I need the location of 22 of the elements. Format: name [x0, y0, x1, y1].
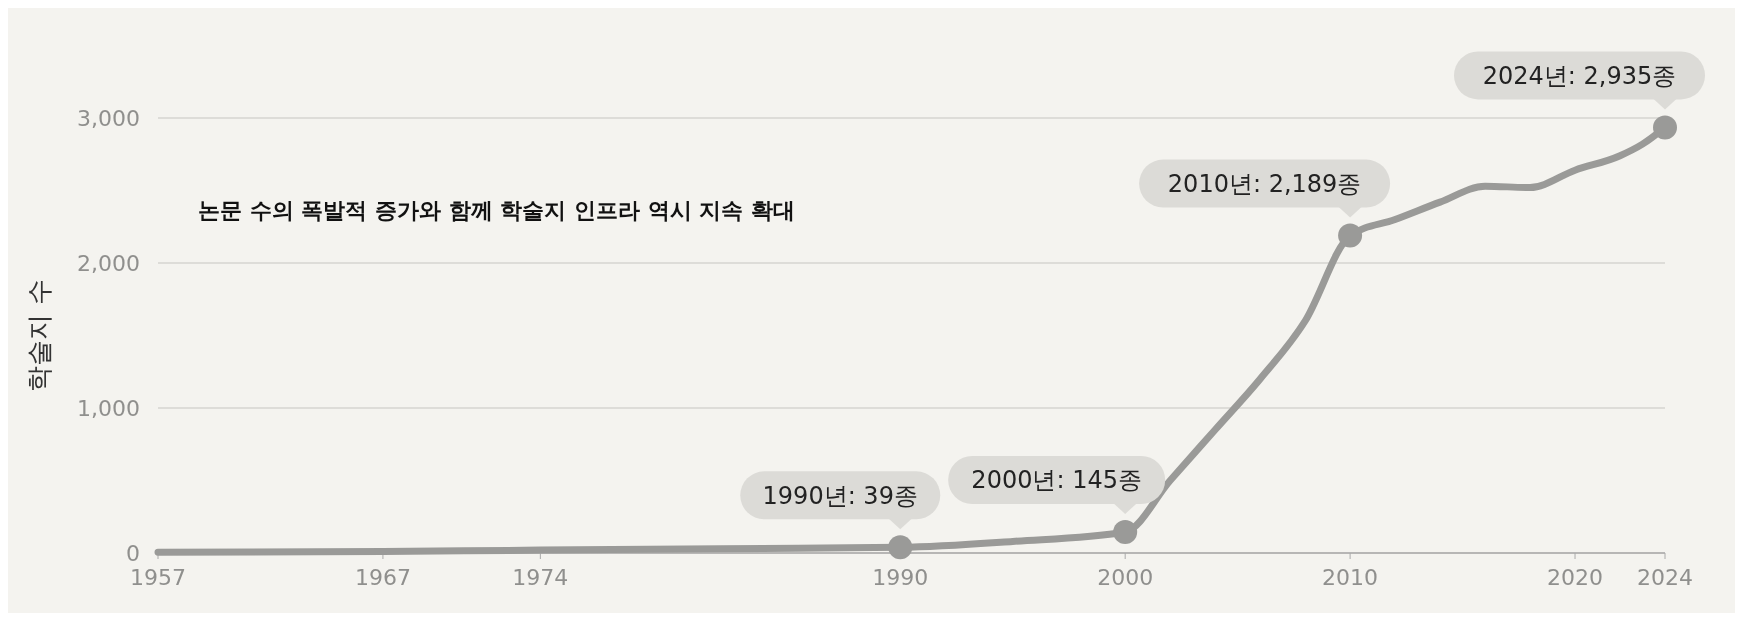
- y-tick-label: 1,000: [77, 395, 140, 421]
- point: [888, 535, 913, 560]
- x-tick-label: 1974: [512, 565, 569, 590]
- point: [1338, 223, 1363, 248]
- x-tick-label: 2020: [1547, 565, 1604, 590]
- y-tick-label: 3,000: [77, 105, 140, 131]
- x-tick-label: 2000: [1097, 565, 1154, 590]
- point: [1113, 519, 1138, 544]
- y-tick-label: 0: [126, 540, 140, 566]
- x-tick-label: 1957: [130, 565, 186, 590]
- x-tick-label: 1990: [872, 565, 929, 590]
- point: [1653, 115, 1677, 140]
- annotation: 논문 수의 폭발적 증가와 함께 학술지 인프라 역시 지속 확대: [198, 198, 795, 223]
- annotation: 2024년: 2,935종: [1482, 61, 1677, 90]
- x-tick-label: 2010: [1322, 565, 1379, 590]
- y-tick-label: 2,000: [77, 250, 140, 276]
- x-tick-label: 1967: [354, 565, 411, 590]
- annotation: 1990년: 39종: [762, 481, 918, 510]
- annotation: 2000년: 145종: [971, 466, 1142, 495]
- annotation: 2010년: 2,189종: [1167, 169, 1362, 198]
- x-tick-label: 2024: [1637, 565, 1693, 590]
- y-axis-title: 학술지 수: [24, 279, 54, 392]
